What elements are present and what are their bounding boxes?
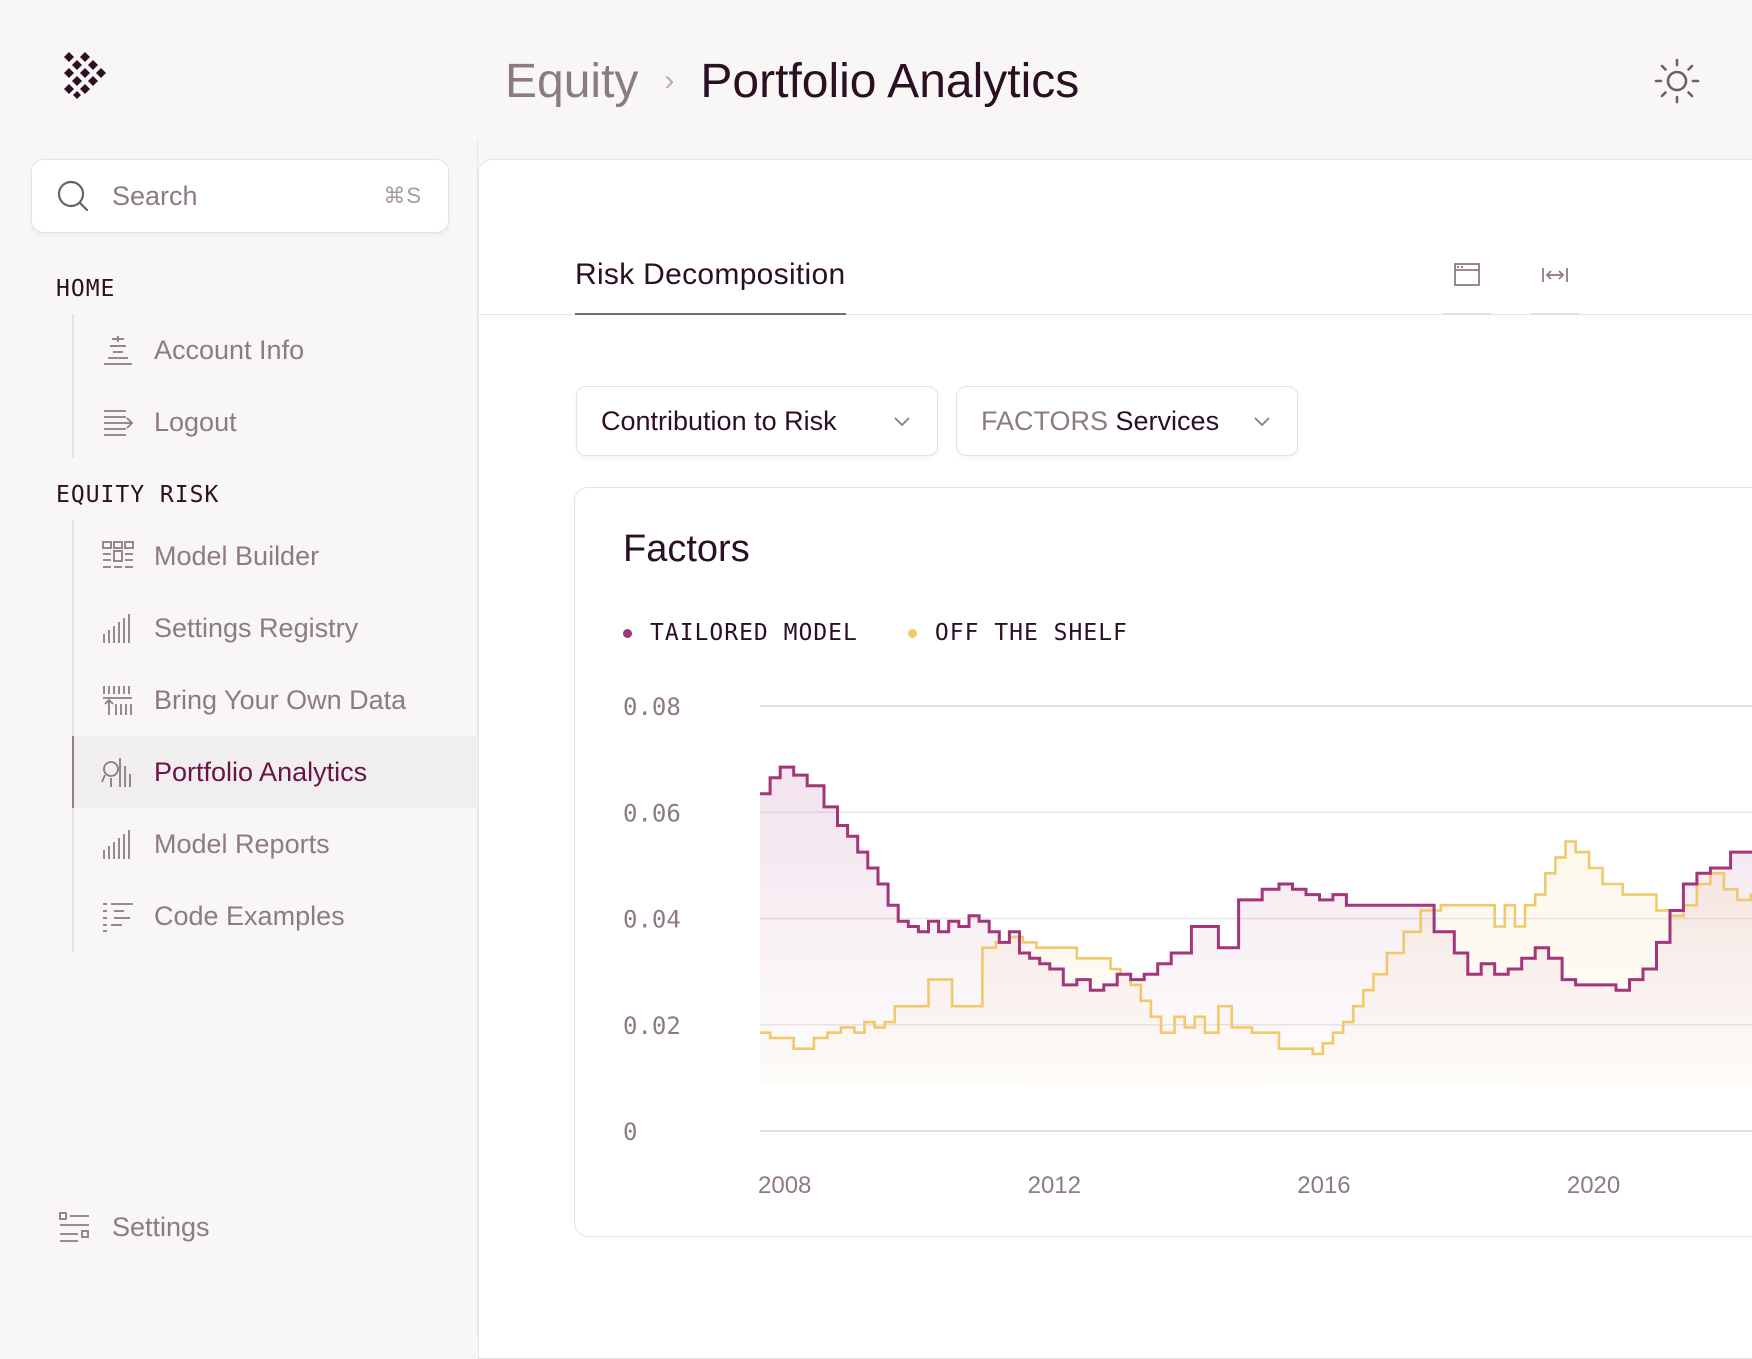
nav-group-equity-risk: Model Builder Settings Registry xyxy=(72,520,478,952)
y-tick-label: 0.02 xyxy=(623,1012,681,1040)
sidebar-item-account-info[interactable]: Account Info xyxy=(74,314,478,386)
sidebar-item-label: Logout xyxy=(154,406,237,437)
x-tick-label: 2016 xyxy=(1297,1172,1350,1199)
sidebar-item-label: Bring Your Own Data xyxy=(154,684,407,715)
chevron-down-icon xyxy=(894,417,910,427)
theme-toggle-button[interactable] xyxy=(1652,56,1702,106)
main-panel: Risk Decomposition Contribution to Risk xyxy=(478,159,1752,1359)
logo-mark-icon xyxy=(64,52,106,99)
logo[interactable] xyxy=(60,50,110,100)
expand-width-button[interactable] xyxy=(1531,260,1579,315)
sidebar-item-settings-registry[interactable]: Settings Registry xyxy=(74,592,478,664)
search-input[interactable]: Search ⌘S xyxy=(31,159,449,233)
breadcrumb-parent[interactable]: Equity xyxy=(505,54,639,108)
metric-select[interactable]: Contribution to Risk xyxy=(576,386,938,456)
sidebar-item-bring-your-own-data[interactable]: Bring Your Own Data xyxy=(74,664,478,736)
sidebar-item-model-builder[interactable]: Model Builder xyxy=(74,520,478,592)
series-area-tailored-model xyxy=(760,767,1752,1083)
model-select[interactable]: FACTORS Services xyxy=(956,386,1298,456)
y-tick-label: 0.06 xyxy=(623,799,681,827)
sidebar: Search ⌘S HOME Account Info Lo xyxy=(0,140,478,1336)
nav-group-home: Account Info Logout xyxy=(72,314,478,458)
breadcrumb-separator: › xyxy=(664,64,675,97)
sidebar-item-label: Settings Registry xyxy=(154,612,359,643)
model-builder-icon xyxy=(102,541,134,568)
sidebar-item-label: Model Builder xyxy=(154,540,320,571)
series-line-tailored-model xyxy=(760,765,1752,992)
expand-width-icon xyxy=(1542,268,1568,282)
sidebar-item-label: Model Reports xyxy=(154,828,330,859)
sidebar-item-logout[interactable]: Logout xyxy=(74,386,478,458)
sidebar-item-model-reports[interactable]: Model Reports xyxy=(74,808,478,880)
bars-icon xyxy=(103,614,130,643)
factors-chart-card: Factors TAILORED MODEL OFF THE SHELF 0.0… xyxy=(574,487,1752,1237)
analytics-icon xyxy=(101,758,131,787)
sidebar-item-settings[interactable]: Settings xyxy=(58,1210,210,1244)
model-select-prefix: FACTORS xyxy=(981,405,1109,436)
tab-risk-decomposition[interactable]: Risk Decomposition xyxy=(575,258,846,315)
y-tick-label: 0 xyxy=(623,1118,637,1146)
settings-icon xyxy=(59,1212,89,1242)
sun-icon xyxy=(1654,58,1700,104)
legend-item-tailored-model[interactable]: TAILORED MODEL xyxy=(623,620,858,646)
chevron-down-icon xyxy=(1254,417,1270,427)
sidebar-item-label: Code Examples xyxy=(154,900,345,931)
chart-title: Factors xyxy=(623,528,750,570)
upload-data-icon xyxy=(103,686,132,715)
y-tick-label: 0.04 xyxy=(623,906,681,934)
legend-item-off-the-shelf[interactable]: OFF THE SHELF xyxy=(907,620,1128,646)
sidebar-item-label: Portfolio Analytics xyxy=(154,756,368,787)
y-tick-label: 0.08 xyxy=(623,693,681,721)
model-select-value: Services xyxy=(1108,405,1220,436)
factors-chart: 0.08 0.06 0.04 0.02 0 2008 2012 2016 2020 xyxy=(623,693,1752,1199)
account-icon xyxy=(104,336,132,365)
tab-bar: Risk Decomposition xyxy=(479,160,1752,315)
legend-dot-tailored xyxy=(623,628,632,638)
section-title-equity-risk: EQUITY RISK xyxy=(56,482,220,508)
x-tick-label: 2020 xyxy=(1567,1172,1620,1199)
series-line-off-the-shelf xyxy=(760,840,1752,1056)
x-tick-label: 2008 xyxy=(758,1172,811,1199)
section-title-home: HOME xyxy=(56,276,116,302)
search-icon xyxy=(57,180,89,212)
x-tick-label: 2012 xyxy=(1028,1172,1081,1199)
page-title: Portfolio Analytics xyxy=(700,54,1080,108)
chart-legend: TAILORED MODEL OFF THE SHELF xyxy=(623,620,1128,646)
sidebar-item-label: Account Info xyxy=(154,334,305,365)
bars-icon xyxy=(103,830,130,859)
sidebar-item-label: Settings xyxy=(112,1211,210,1242)
search-placeholder: Search xyxy=(112,180,198,211)
breadcrumb: Equity › Portfolio Analytics xyxy=(505,50,1079,112)
sidebar-item-code-examples[interactable]: Code Examples xyxy=(74,880,478,952)
window-icon xyxy=(1454,263,1480,286)
search-shortcut: ⌘S xyxy=(383,183,422,208)
legend-label: OFF THE SHELF xyxy=(934,620,1128,646)
metric-select-value: Contribution to Risk xyxy=(601,405,837,436)
sidebar-item-portfolio-analytics[interactable]: Portfolio Analytics xyxy=(72,736,478,808)
window-view-button[interactable] xyxy=(1443,260,1491,315)
legend-dot-off-the-shelf xyxy=(907,628,917,638)
logout-icon xyxy=(104,410,134,436)
code-icon xyxy=(103,903,133,932)
legend-label: TAILORED MODEL xyxy=(650,620,858,646)
